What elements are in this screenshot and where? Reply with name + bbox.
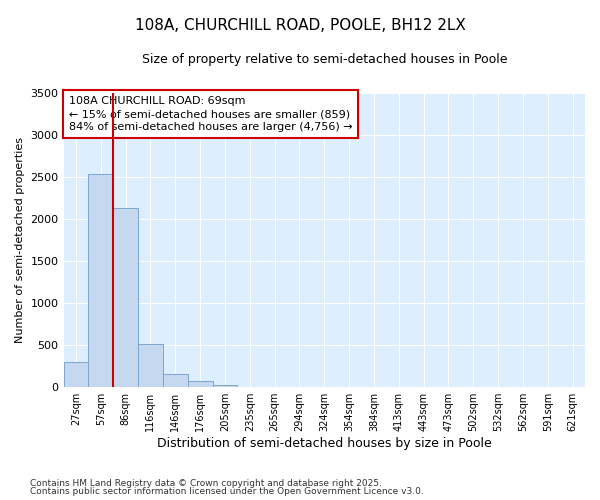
Title: Size of property relative to semi-detached houses in Poole: Size of property relative to semi-detach… — [142, 52, 507, 66]
Bar — [163, 374, 188, 387]
Text: Contains HM Land Registry data © Crown copyright and database right 2025.: Contains HM Land Registry data © Crown c… — [30, 478, 382, 488]
Bar — [212, 384, 238, 387]
X-axis label: Distribution of semi-detached houses by size in Poole: Distribution of semi-detached houses by … — [157, 437, 491, 450]
Text: 108A CHURCHILL ROAD: 69sqm
← 15% of semi-detached houses are smaller (859)
84% o: 108A CHURCHILL ROAD: 69sqm ← 15% of semi… — [69, 96, 352, 132]
Bar — [188, 381, 212, 387]
Bar — [138, 344, 163, 387]
Y-axis label: Number of semi-detached properties: Number of semi-detached properties — [15, 137, 25, 343]
Bar — [64, 362, 88, 387]
Bar — [88, 174, 113, 387]
Text: 108A, CHURCHILL ROAD, POOLE, BH12 2LX: 108A, CHURCHILL ROAD, POOLE, BH12 2LX — [134, 18, 466, 32]
Bar — [113, 208, 138, 387]
Text: Contains public sector information licensed under the Open Government Licence v3: Contains public sector information licen… — [30, 487, 424, 496]
